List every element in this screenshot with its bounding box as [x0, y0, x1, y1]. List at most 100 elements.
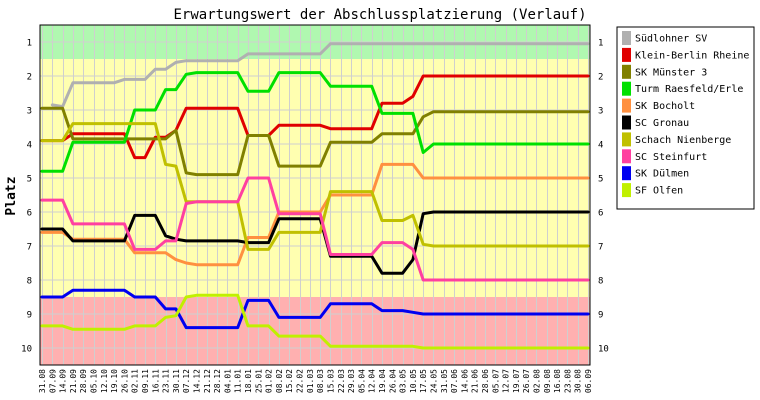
x-tick-label: 14.12 — [193, 369, 202, 393]
y-tick-label-right: 7 — [598, 243, 603, 253]
x-tick-label: 19.07 — [512, 369, 521, 393]
chart-title: Erwartungswert der Abschlussplatzierung … — [173, 7, 586, 23]
x-tick-label: 05.10 — [90, 369, 99, 393]
x-tick-label: 23.08 — [563, 369, 572, 393]
legend-label: SK Bocholt — [635, 101, 695, 112]
background-band-3 — [40, 297, 590, 365]
x-tick-label: 04.01 — [223, 369, 232, 393]
y-axis-label: Platz — [4, 176, 19, 215]
x-tick-label: 26.10 — [120, 369, 129, 393]
legend-swatch — [622, 98, 631, 113]
legend-swatch — [622, 31, 631, 45]
legend-swatch — [622, 132, 631, 147]
x-tick-label: 15.03 — [327, 369, 336, 393]
x-tick-label: 06.09 — [584, 369, 593, 393]
x-tick-label: 09.11 — [141, 369, 150, 393]
legend-label: Klein-Berlin Rheine — [635, 50, 749, 61]
series-line-5 — [40, 162, 590, 267]
legend: Südlohner SV Klein-Berlin Rheine SK Münste… — [616, 26, 755, 210]
y-tick-label-left: 8 — [27, 277, 32, 287]
x-tick-label: 22.02 — [296, 369, 305, 393]
series-line-3 — [40, 106, 590, 177]
legend-label: Schach Nienberge — [635, 135, 731, 146]
x-tick-label: 09.08 — [543, 369, 552, 393]
x-tick-label: 21.09 — [69, 369, 78, 393]
x-tick-label: 08.03 — [316, 369, 325, 393]
series-line-10 — [40, 293, 590, 350]
x-tick-label: 26.04 — [388, 369, 397, 393]
x-tick-label: 31.08 — [38, 369, 47, 393]
x-tick-label: 08.02 — [275, 369, 284, 393]
x-tick-labels: 31.08 07.09 14.09 21.09 28.09 05.10 12.10 19.10… — [38, 369, 593, 393]
y-tick-labels-left: 1 2 3 4 5 6 7 8 9 10 — [21, 39, 32, 355]
y-tick-label-right: 6 — [598, 209, 603, 219]
legend-swatch — [622, 115, 631, 130]
legend-label: SC Gronau — [635, 118, 689, 129]
y-tick-label-left: 3 — [27, 107, 32, 117]
x-tick-label: 12.04 — [368, 369, 377, 393]
series-line-9 — [40, 288, 590, 330]
legend-swatch — [622, 64, 631, 79]
y-tick-labels-right: 1 2 3 4 5 6 7 8 9 10 — [598, 39, 609, 355]
x-tick-label: 03.05 — [399, 369, 408, 393]
y-tick-label-right: 9 — [598, 311, 603, 321]
x-tick-label: 07.09 — [48, 369, 57, 393]
x-tick-label: 01.02 — [265, 369, 274, 393]
series-line-4 — [40, 71, 590, 173]
x-tick-label: 22.03 — [337, 369, 346, 393]
x-tick-label: 11.01 — [234, 369, 243, 393]
legend-swatch — [622, 149, 631, 164]
x-tick-label: 21.06 — [471, 369, 480, 393]
x-tick-label: 29.03 — [347, 369, 356, 393]
legend-swatch — [622, 166, 631, 181]
x-tick-label: 30.08 — [574, 369, 583, 393]
series-line-6 — [40, 210, 590, 275]
y-tick-label-left: 4 — [27, 141, 32, 151]
y-tick-label-left: 10 — [21, 345, 32, 355]
legend-label: SK Dülmen — [635, 169, 689, 180]
y-tick-label-right: 5 — [598, 175, 603, 185]
y-tick-label-left: 9 — [27, 311, 32, 321]
x-tick-label: 05.07 — [491, 369, 500, 393]
legend-label: SK Münster 3 — [635, 67, 707, 78]
x-tick-label: 18.01 — [244, 369, 253, 393]
x-tick-label: 23.11 — [162, 369, 171, 393]
x-tick-label: 30.11 — [172, 369, 181, 393]
series-line-1 — [50, 42, 590, 109]
x-tick-label: 31.05 — [440, 369, 449, 393]
x-tick-label: 14.06 — [460, 369, 469, 393]
y-tick-label-right: 1 — [598, 39, 603, 49]
legend-box — [616, 26, 755, 210]
series-lines — [40, 42, 590, 350]
legend-swatch — [622, 47, 631, 62]
y-tick-label-left: 7 — [27, 243, 32, 253]
x-tick-label: 01.03 — [306, 369, 315, 393]
x-tick-label: 19.10 — [110, 369, 119, 393]
y-tick-label-left: 5 — [27, 175, 32, 185]
legend-label: Südlohner SV — [635, 34, 707, 45]
x-tick-label: 07.12 — [182, 369, 191, 393]
x-tick-label: 28.06 — [481, 369, 490, 393]
plot-frame — [39, 24, 591, 366]
x-tick-label: 14.09 — [59, 369, 68, 393]
x-tick-label: 05.04 — [357, 369, 366, 393]
x-tick-label: 07.06 — [450, 369, 459, 393]
x-tick-label: 15.02 — [285, 369, 294, 393]
x-tick-label: 21.12 — [203, 369, 212, 393]
x-tick-label: 26.07 — [522, 369, 531, 393]
x-tick-label: 28.09 — [79, 369, 88, 393]
y-tick-label-left: 1 — [27, 39, 32, 49]
x-tick-label: 16.11 — [151, 369, 160, 393]
legend-label: SC Steinfurt — [635, 152, 707, 163]
y-tick-label-right: 10 — [598, 345, 609, 355]
y-tick-label-right: 2 — [598, 73, 603, 83]
x-tick-label: 02.08 — [533, 369, 542, 393]
x-tick-label: 12.10 — [100, 369, 109, 393]
x-tick-label: 02.11 — [131, 369, 140, 393]
y-tick-label-left: 2 — [27, 73, 32, 83]
y-tick-label-right: 3 — [598, 107, 603, 117]
legend-swatch — [622, 81, 631, 96]
x-tick-label: 12.07 — [502, 369, 511, 393]
